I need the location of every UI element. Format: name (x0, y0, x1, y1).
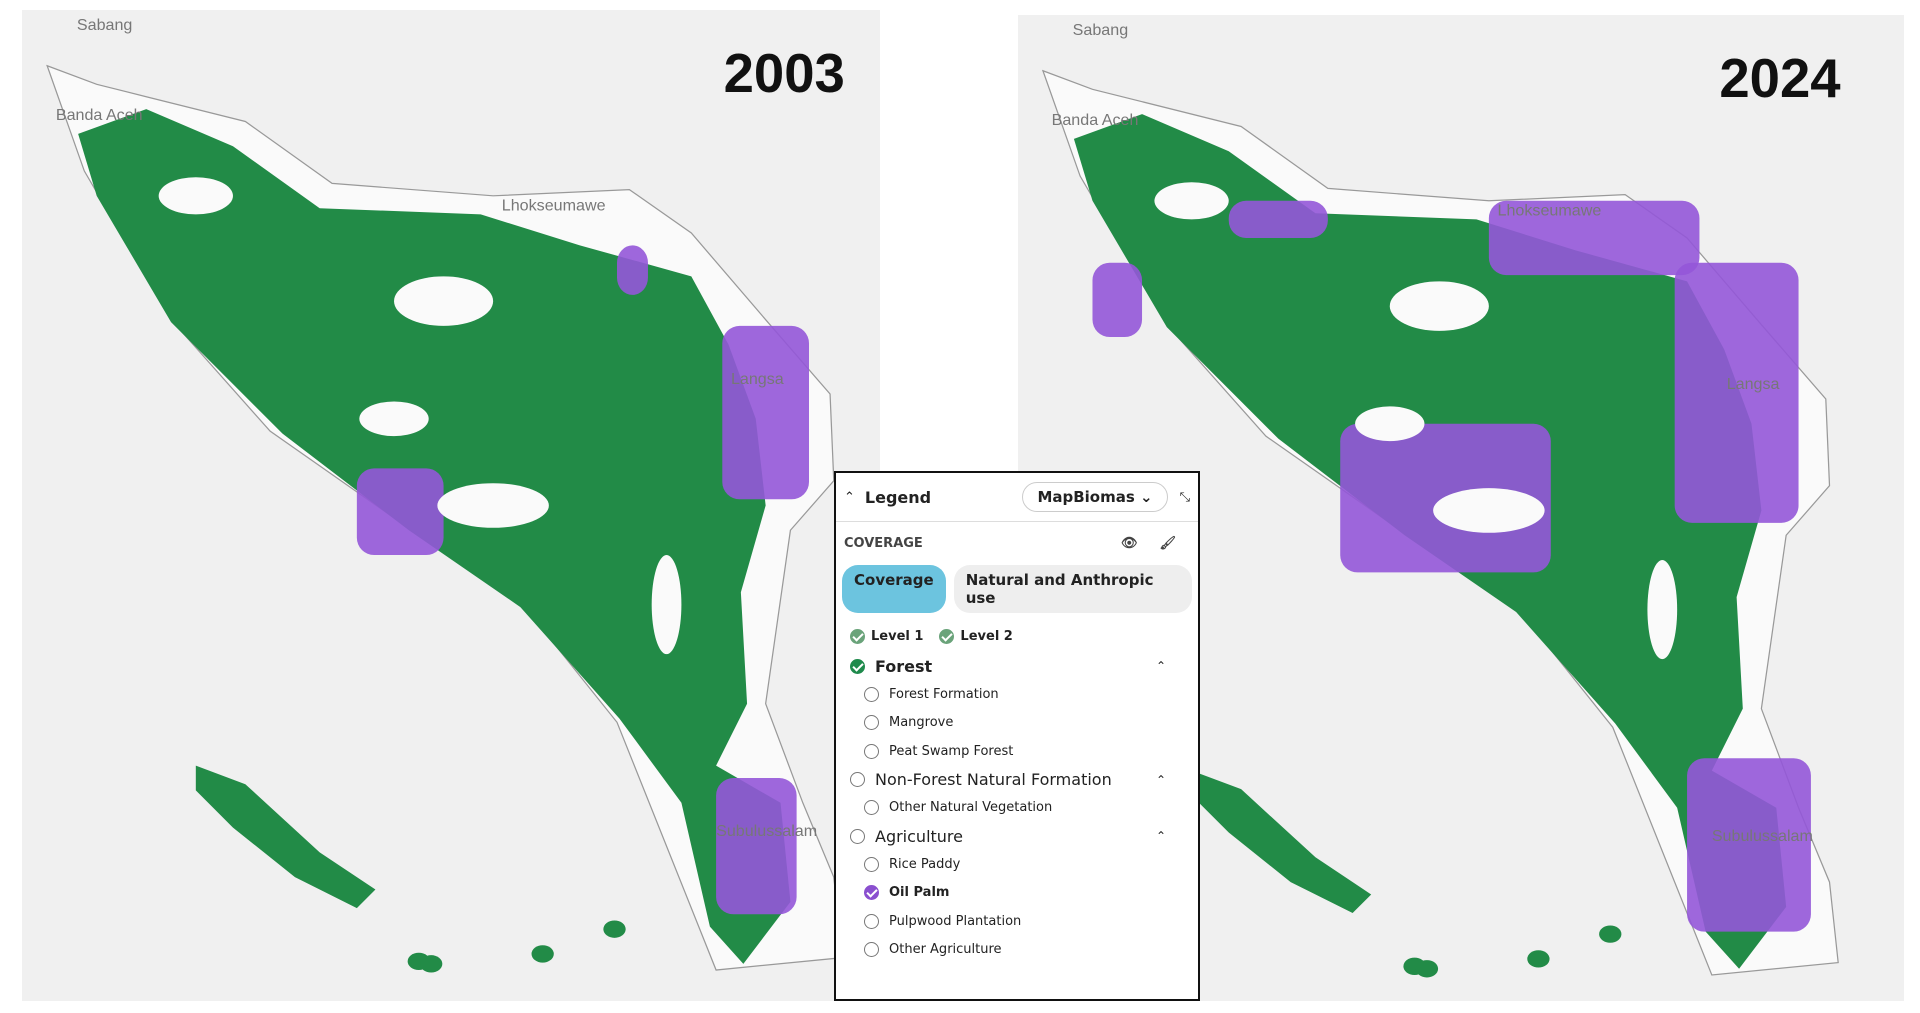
source-label: MapBiomas (1037, 488, 1135, 506)
non-forest-area (1355, 406, 1425, 442)
expand-caret: ⌃ (1155, 829, 1166, 843)
small-island (1415, 960, 1439, 978)
item-label: Rice Paddy (889, 856, 961, 872)
oil-palm-area (1092, 262, 1143, 338)
group-label: Forest (875, 656, 933, 676)
oil-palm-area (722, 325, 809, 500)
item-label: Pulpwood Plantation (889, 913, 1022, 929)
tab[interactable]: Natural and Anthropic use (953, 565, 1192, 613)
small-island (1599, 925, 1622, 943)
minimize-icon[interactable]: ⤡ (1179, 489, 1190, 505)
legend-header: ⌃ Legend MapBiomas ⌄ ⤡ (836, 473, 1198, 522)
non-forest-area (1154, 182, 1229, 220)
place-label: Sabang (1073, 21, 1129, 39)
place-label: Subulussalam (716, 822, 817, 840)
place-label: Lhokseumawe (502, 197, 606, 215)
place-label: Lhokseumawe (1498, 202, 1602, 220)
item-check[interactable] (864, 715, 879, 731)
item-label: Forest Formation (889, 686, 999, 702)
oil-palm-area (1488, 200, 1700, 276)
level-toggle[interactable]: Level 1 (850, 629, 923, 644)
non-forest-area (158, 177, 233, 215)
tab[interactable]: Coverage (842, 565, 946, 613)
small-island (603, 920, 626, 938)
non-forest-area (1647, 560, 1678, 660)
legend-item: Other Agriculture (836, 936, 1198, 965)
tabs: Coverage Natural and Anthropic use (836, 557, 1198, 621)
non-forest-area (1389, 281, 1489, 331)
item-check[interactable] (864, 856, 879, 872)
collapse-icon[interactable]: ⌃ (844, 489, 855, 505)
legend-groups: Forest ⌃ Forest Formation Mangrove Peat Swam… (836, 652, 1198, 964)
small-island (1527, 950, 1550, 968)
brush-icon[interactable]: 🖌 (1159, 536, 1176, 551)
legend-panel: ⌃ Legend MapBiomas ⌄ ⤡ COVERAGE 👁 🖌 Cover… (834, 471, 1200, 1001)
eye-icon[interactable]: 👁 (1120, 536, 1138, 551)
legend-title: Legend (864, 487, 932, 507)
place-label: Banda Aceh (1052, 111, 1139, 129)
legend-item: Rice Paddy (836, 850, 1198, 879)
place-label: Langsa (1727, 375, 1780, 393)
section-header: COVERAGE 👁 🖌 (836, 522, 1198, 557)
legend-item: Peat Swamp Forest (836, 737, 1198, 766)
level-toggle[interactable]: Level 2 (939, 629, 1013, 644)
levels: Level 1 Level 2 (836, 621, 1198, 652)
item-check[interactable] (864, 885, 879, 901)
non-forest-area (651, 555, 682, 655)
level-label: Level 2 (960, 629, 1013, 644)
map-2003: Sabang Banda Aceh Lhokseumawe Langsa Subulus… (22, 10, 880, 1001)
oil-palm-area (1674, 262, 1799, 523)
source-select[interactable]: MapBiomas ⌄ (1022, 482, 1168, 512)
non-forest-area (359, 401, 429, 437)
year-label: 2003 (724, 43, 845, 104)
place-label: Subulussalam (1712, 827, 1813, 845)
section-title: COVERAGE (844, 536, 923, 551)
item-label: Peat Swamp Forest (889, 743, 1014, 759)
item-label: Oil Palm (889, 885, 950, 901)
oil-palm-area (616, 245, 648, 295)
legend-group: Non-Forest Natural Formation ⌃ (836, 766, 1198, 794)
oil-palm-area (356, 468, 444, 556)
item-check[interactable] (864, 800, 879, 816)
legend-item: Mangrove (836, 709, 1198, 738)
legend-item: Other Natural Vegetation (836, 794, 1198, 823)
expand-caret: ⌃ (1155, 659, 1166, 673)
oil-palm-area (716, 778, 797, 915)
legend-item: Oil Palm (836, 879, 1198, 908)
level-label: Level 1 (871, 629, 924, 644)
place-label: Banda Aceh (56, 106, 143, 124)
group-check[interactable] (850, 828, 865, 844)
item-check[interactable] (864, 743, 879, 759)
legend-item: Forest Formation (836, 680, 1198, 709)
group-check[interactable] (850, 772, 865, 787)
item-check[interactable] (864, 942, 879, 958)
level-check (939, 629, 955, 644)
group-label: Non-Forest Natural Formation (875, 770, 1112, 789)
group-check[interactable] (850, 658, 865, 674)
item-check[interactable] (864, 913, 879, 929)
place-label: Sabang (77, 16, 132, 34)
legend-group: Forest ⌃ (836, 652, 1198, 680)
non-forest-area (394, 276, 494, 326)
expand-caret: ⌃ (1155, 772, 1166, 787)
non-forest-area (1433, 488, 1545, 533)
year-label: 2024 (1719, 48, 1841, 109)
item-label: Mangrove (889, 715, 954, 731)
item-label: Other Agriculture (889, 942, 1002, 958)
small-island (420, 955, 443, 973)
small-island (531, 945, 554, 963)
oil-palm-area (1687, 758, 1811, 932)
oil-palm-area (1228, 200, 1328, 238)
group-label: Agriculture (875, 826, 963, 846)
legend-group: Agriculture ⌃ (836, 822, 1198, 850)
island-forest (195, 765, 376, 909)
non-forest-area (437, 483, 549, 528)
level-check (850, 629, 865, 644)
item-check[interactable] (864, 686, 879, 702)
item-label: Other Natural Vegetation (889, 800, 1053, 816)
place-label: Langsa (731, 370, 784, 388)
legend-item: Pulpwood Plantation (836, 907, 1198, 936)
island-forest (1191, 770, 1372, 914)
